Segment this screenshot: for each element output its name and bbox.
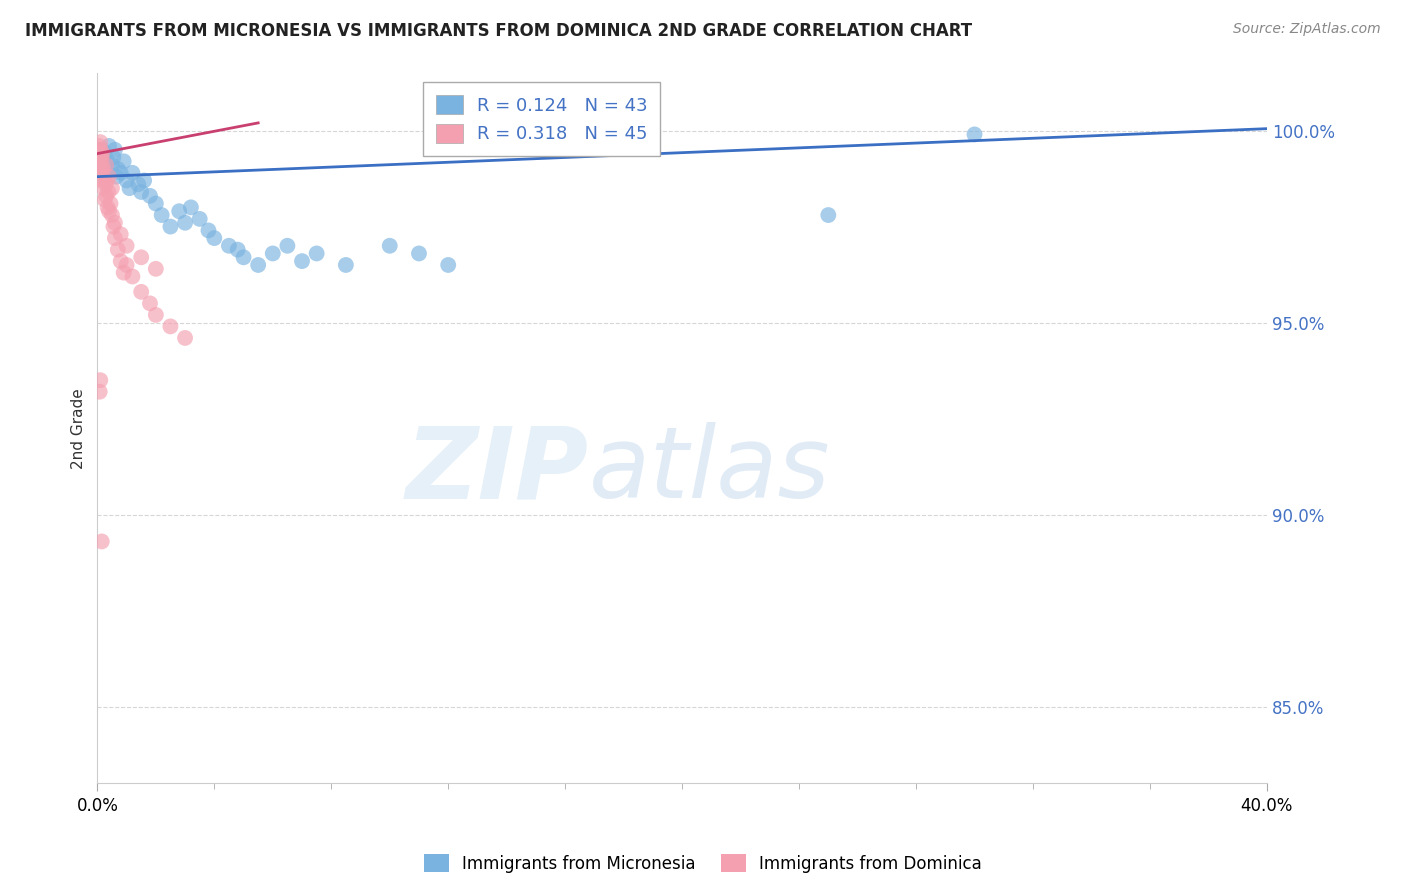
Legend: Immigrants from Micronesia, Immigrants from Dominica: Immigrants from Micronesia, Immigrants f… — [418, 847, 988, 880]
Point — [226, 243, 249, 257]
Point — [97, 185, 120, 199]
Point — [408, 246, 430, 260]
Point — [127, 178, 149, 192]
Point — [93, 181, 115, 195]
Point — [101, 158, 124, 172]
Point — [91, 151, 114, 165]
Point — [89, 373, 111, 387]
Point — [129, 250, 152, 264]
Point — [91, 169, 114, 184]
Point — [180, 200, 202, 214]
Point — [94, 178, 117, 192]
Point — [89, 384, 111, 399]
Point — [437, 258, 460, 272]
Point — [94, 158, 117, 172]
Point — [104, 231, 127, 245]
Point — [247, 258, 270, 272]
Point — [91, 146, 114, 161]
Point — [276, 239, 298, 253]
Point — [97, 200, 120, 214]
Point — [112, 154, 135, 169]
Point — [335, 258, 357, 272]
Point — [90, 534, 112, 549]
Legend: R = 0.124   N = 43, R = 0.318   N = 45: R = 0.124 N = 43, R = 0.318 N = 45 — [423, 82, 661, 156]
Point — [121, 269, 143, 284]
Point — [91, 158, 114, 172]
Point — [98, 169, 121, 184]
Point — [93, 146, 115, 161]
Point — [94, 189, 117, 203]
Point — [232, 250, 254, 264]
Point — [305, 246, 328, 260]
Point — [89, 135, 111, 149]
Point — [90, 143, 112, 157]
Point — [174, 216, 197, 230]
Point — [159, 319, 181, 334]
Point — [262, 246, 284, 260]
Point — [89, 151, 111, 165]
Point — [89, 143, 111, 157]
Point — [115, 239, 138, 253]
Point — [174, 331, 197, 345]
Point — [110, 227, 132, 242]
Point — [139, 296, 162, 310]
Point — [291, 254, 314, 268]
Point — [96, 173, 118, 187]
Point — [105, 169, 128, 184]
Point — [100, 196, 122, 211]
Text: Source: ZipAtlas.com: Source: ZipAtlas.com — [1233, 22, 1381, 37]
Point — [110, 166, 132, 180]
Point — [107, 243, 129, 257]
Point — [197, 223, 219, 237]
Point — [91, 173, 114, 187]
Point — [101, 208, 124, 222]
Point — [129, 185, 152, 199]
Point — [103, 151, 125, 165]
Point — [103, 219, 125, 234]
Point — [134, 173, 156, 187]
Point — [129, 285, 152, 299]
Point — [91, 161, 114, 176]
Text: IMMIGRANTS FROM MICRONESIA VS IMMIGRANTS FROM DOMINICA 2ND GRADE CORRELATION CHA: IMMIGRANTS FROM MICRONESIA VS IMMIGRANTS… — [25, 22, 973, 40]
Point — [90, 166, 112, 180]
Point — [90, 151, 112, 165]
Point — [112, 266, 135, 280]
Point — [188, 211, 211, 226]
Point — [104, 216, 127, 230]
Point — [218, 239, 240, 253]
Point — [378, 239, 401, 253]
Point — [145, 308, 167, 322]
Point — [118, 181, 141, 195]
Point — [98, 204, 121, 219]
Point — [87, 139, 110, 153]
Point — [110, 254, 132, 268]
Point — [101, 181, 124, 195]
Point — [115, 258, 138, 272]
Point — [145, 261, 167, 276]
Point — [90, 161, 112, 176]
Point — [90, 154, 112, 169]
Point — [98, 139, 121, 153]
Point — [817, 208, 839, 222]
Y-axis label: 2nd Grade: 2nd Grade — [72, 388, 86, 468]
Text: atlas: atlas — [589, 422, 830, 519]
Point — [202, 231, 225, 245]
Point — [89, 146, 111, 161]
Point — [145, 196, 167, 211]
Text: ZIP: ZIP — [405, 422, 589, 519]
Point — [963, 128, 986, 142]
Point — [97, 154, 120, 169]
Point — [94, 161, 117, 176]
Point — [104, 143, 127, 157]
Point — [167, 204, 190, 219]
Point — [159, 219, 181, 234]
Point — [93, 193, 115, 207]
Point — [90, 143, 112, 157]
Point — [107, 161, 129, 176]
Point — [150, 208, 173, 222]
Point — [115, 173, 138, 187]
Point — [139, 189, 162, 203]
Point — [121, 166, 143, 180]
